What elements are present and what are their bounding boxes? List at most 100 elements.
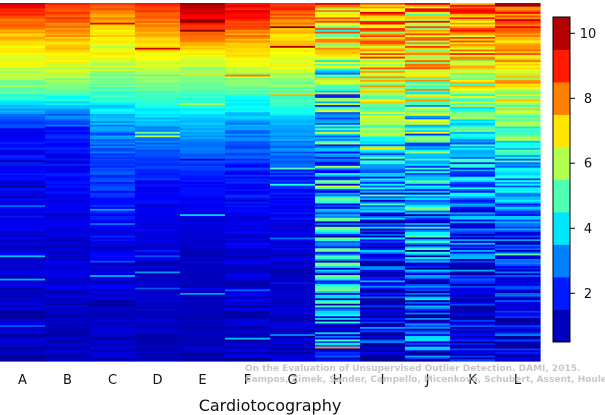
heatmap-cell xyxy=(360,260,406,264)
heatmap-cell xyxy=(225,262,271,265)
heatmap-cell xyxy=(90,314,136,317)
heatmap-cell xyxy=(225,239,271,242)
heatmap-cell xyxy=(180,6,226,9)
heatmap-cell xyxy=(495,205,541,208)
heatmap-cell xyxy=(405,196,451,199)
heatmap-cell xyxy=(225,10,271,13)
heatmap-cell xyxy=(405,87,451,90)
heatmap-cell xyxy=(45,74,91,77)
heatmap-cell xyxy=(135,321,181,325)
heatmap-cell xyxy=(0,258,46,262)
heatmap-cell xyxy=(180,24,226,27)
heatmap-cell xyxy=(405,296,451,299)
heatmap-cell xyxy=(45,285,91,289)
heatmap-cell xyxy=(45,203,91,206)
heatmap-cell xyxy=(405,133,451,137)
heatmap-cell xyxy=(405,239,451,242)
heatmap-cell xyxy=(450,149,496,153)
heatmap-cell xyxy=(360,318,406,321)
heatmap-cell xyxy=(135,158,181,162)
heatmap-cell xyxy=(225,221,271,224)
heatmap-cell xyxy=(0,257,46,260)
heatmap-cell xyxy=(0,219,46,222)
heatmap-cell xyxy=(360,178,406,181)
heatmap-cell xyxy=(90,101,136,104)
heatmap-cell xyxy=(270,233,316,237)
heatmap-cell xyxy=(135,110,181,113)
heatmap-cell xyxy=(45,316,91,319)
heatmap-cell xyxy=(405,237,451,240)
heatmap-cell xyxy=(90,49,136,52)
heatmap-cell xyxy=(495,248,541,251)
heatmap-cell xyxy=(0,97,46,101)
heatmap-cell xyxy=(450,131,496,135)
heatmap-cell xyxy=(495,19,541,22)
heatmap-cell xyxy=(315,352,361,355)
heatmap-cell xyxy=(0,94,46,97)
heatmap-cell xyxy=(495,106,541,110)
heatmap-cell xyxy=(270,303,316,307)
x-tick-label: L xyxy=(514,373,522,388)
heatmap-cell xyxy=(90,341,136,344)
heatmap-cell xyxy=(270,119,316,122)
heatmap-cell xyxy=(405,24,451,27)
heatmap-cell xyxy=(225,269,271,273)
heatmap-cell xyxy=(135,20,181,24)
heatmap-cell xyxy=(180,40,226,43)
heatmap-cell xyxy=(270,56,316,60)
heatmap-cell xyxy=(360,303,406,307)
heatmap-cell xyxy=(495,79,541,83)
heatmap-cell xyxy=(225,201,271,205)
heatmap-cell xyxy=(0,260,46,264)
heatmap-cell xyxy=(90,158,136,162)
heatmap-cell xyxy=(90,339,136,342)
heatmap-cell xyxy=(45,88,91,92)
heatmap-cell xyxy=(180,17,226,20)
heatmap-cell xyxy=(360,298,406,301)
heatmap-cell xyxy=(405,257,451,260)
heatmap-cell xyxy=(225,126,271,129)
heatmap-cell xyxy=(135,319,181,323)
heatmap-cell xyxy=(450,232,496,235)
heatmap-cell xyxy=(45,307,91,310)
heatmap-cell xyxy=(90,79,136,83)
heatmap-cell xyxy=(405,314,451,317)
heatmap-cell xyxy=(495,147,541,151)
heatmap-cell xyxy=(270,165,316,169)
heatmap-cell xyxy=(45,344,91,348)
heatmap-cell xyxy=(135,198,181,201)
heatmap-cell xyxy=(315,307,361,310)
heatmap-cell xyxy=(495,124,541,128)
heatmap-cell xyxy=(360,266,406,269)
x-axis-label: Cardiotocography xyxy=(199,396,342,415)
heatmap-cell xyxy=(45,178,91,181)
heatmap-cell xyxy=(135,298,181,301)
heatmap-cell xyxy=(0,51,46,54)
heatmap-cell xyxy=(135,260,181,264)
heatmap-cell xyxy=(180,4,226,8)
heatmap-cell xyxy=(405,344,451,348)
heatmap-cell xyxy=(225,160,271,163)
heatmap-cell xyxy=(270,133,316,137)
heatmap-cell xyxy=(270,99,316,103)
heatmap-cell xyxy=(90,300,136,303)
heatmap-cell xyxy=(135,87,181,90)
heatmap-cell xyxy=(135,273,181,276)
heatmap-cell xyxy=(0,178,46,181)
heatmap-cell xyxy=(270,180,316,183)
heatmap-cell xyxy=(495,339,541,342)
heatmap-cell xyxy=(45,226,91,230)
heatmap-cell xyxy=(180,289,226,292)
heatmap-cell xyxy=(45,282,91,285)
heatmap-cell xyxy=(405,62,451,65)
heatmap-cell xyxy=(315,242,361,246)
heatmap-cell xyxy=(360,74,406,77)
heatmap-cell xyxy=(495,321,541,325)
heatmap-cell xyxy=(270,190,316,194)
heatmap-cell xyxy=(360,40,406,43)
heatmap-cell xyxy=(495,305,541,308)
heatmap-cell xyxy=(45,223,91,226)
heatmap-cell xyxy=(0,130,46,133)
heatmap-cell xyxy=(225,253,271,256)
heatmap-cell xyxy=(405,119,451,122)
